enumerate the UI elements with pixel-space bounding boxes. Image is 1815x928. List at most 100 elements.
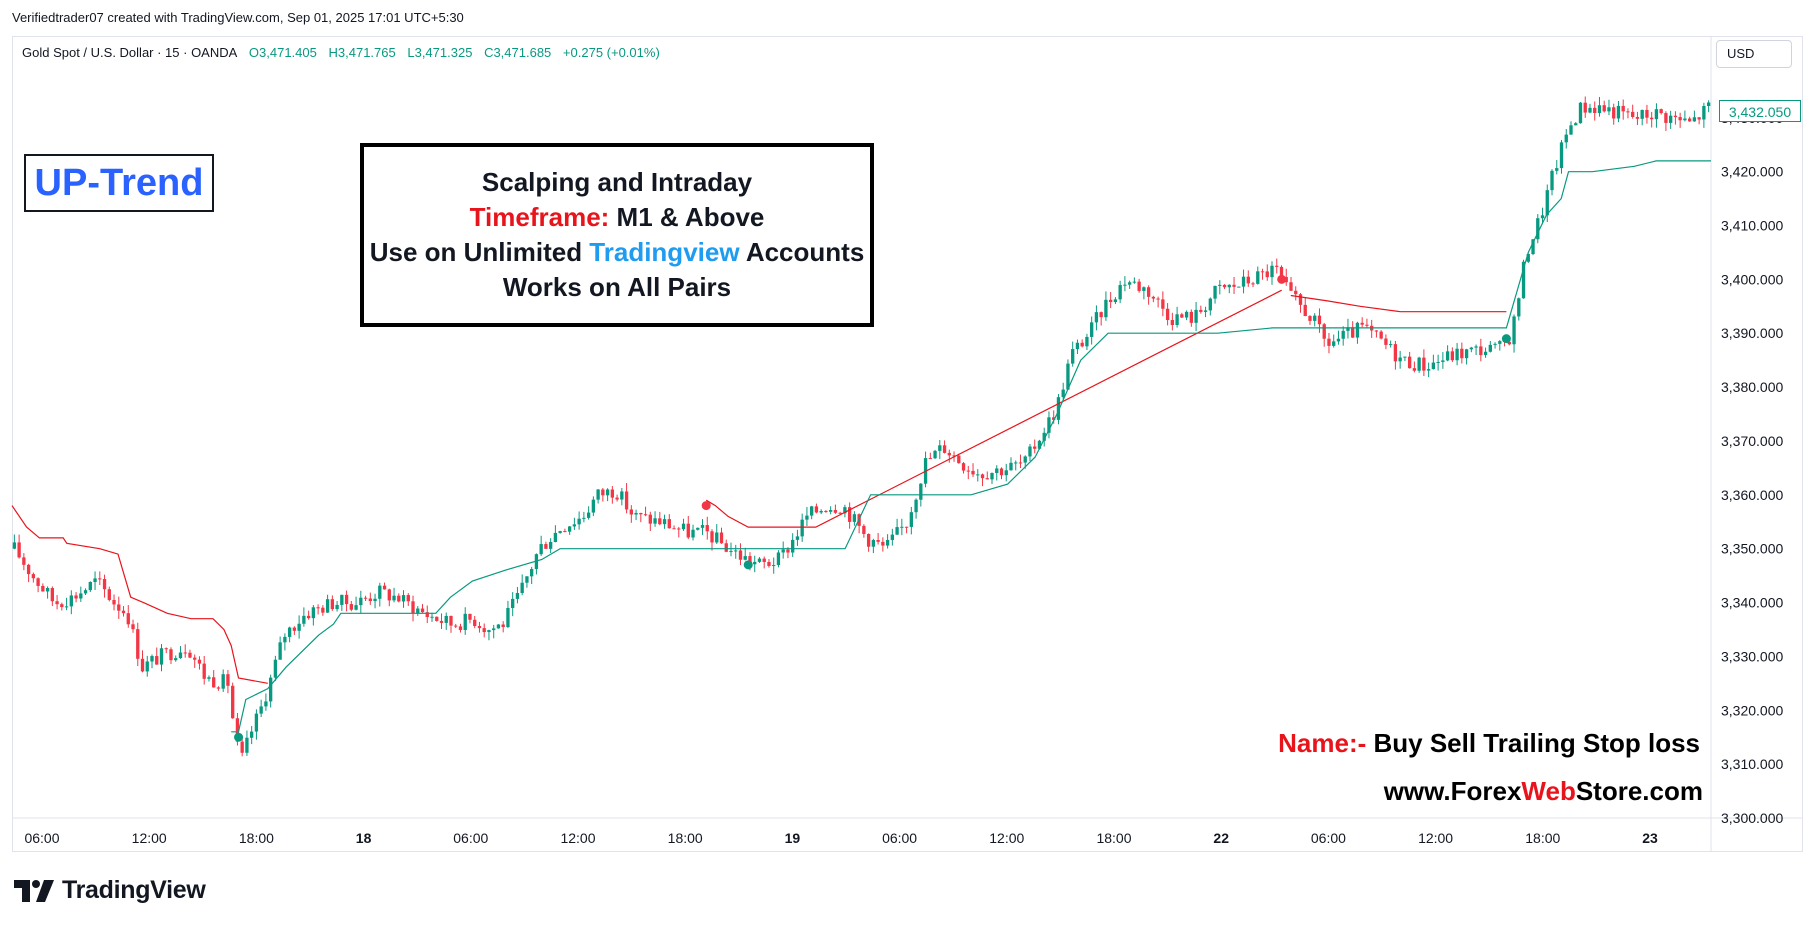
candle-body — [757, 558, 762, 562]
candle-body — [1588, 107, 1592, 113]
candle-body — [1469, 347, 1473, 350]
candle-body — [1241, 276, 1246, 287]
candle-body — [900, 526, 904, 528]
candle-body — [88, 582, 92, 591]
candle-body — [79, 593, 83, 599]
candle-body — [1507, 341, 1511, 345]
candle-body — [363, 597, 368, 599]
y-tick-label: 3,300.000 — [1721, 810, 1783, 826]
candle-body — [50, 588, 55, 602]
signal-dot — [1277, 274, 1287, 284]
candle-body — [411, 601, 415, 614]
candle-body — [183, 652, 187, 654]
low-value: L3,471.325 — [407, 45, 473, 60]
tradingview-word: Tradingview — [589, 237, 740, 267]
candle-body — [1222, 284, 1227, 288]
candle-body — [1346, 327, 1350, 331]
candle-body — [1251, 283, 1255, 285]
candle-body — [430, 616, 434, 618]
candle-body — [520, 582, 524, 593]
candle-body — [1080, 342, 1084, 347]
signal-dot — [743, 560, 753, 570]
trend-label: UP-Trend — [24, 154, 214, 212]
candle-body — [439, 620, 444, 623]
candle-body — [1531, 239, 1535, 255]
candle-body — [1393, 344, 1398, 362]
candle-body — [140, 658, 145, 672]
candle-body — [772, 565, 776, 567]
candle-body — [577, 518, 581, 525]
candle-body — [1132, 281, 1137, 283]
x-tick-label: 06:00 — [453, 830, 488, 846]
brand[interactable]: TradingView — [14, 876, 206, 905]
candle-body — [933, 450, 937, 459]
x-tick-label: 12:00 — [132, 830, 167, 846]
candle-body — [938, 445, 942, 451]
candle-body — [259, 706, 263, 714]
candle-body — [216, 687, 221, 689]
candle-body — [387, 589, 391, 601]
candle-body — [1555, 168, 1559, 171]
candle-body — [340, 594, 344, 605]
candle-body — [1123, 284, 1127, 286]
timeframe-value: M1 & Above — [609, 202, 765, 232]
candle-body — [449, 615, 453, 626]
info-line-4: Works on All Pairs — [502, 272, 732, 302]
candle-body — [1322, 324, 1326, 339]
candle-body — [1526, 254, 1530, 262]
candle-body — [558, 531, 562, 533]
candle-body — [74, 595, 78, 599]
candle-body — [1483, 351, 1488, 356]
candle-body — [976, 474, 980, 476]
x-tick-label: 18:00 — [668, 830, 703, 846]
candle-body — [1108, 299, 1113, 303]
y-tick-label: 3,310.000 — [1721, 756, 1783, 772]
candle-body — [1697, 117, 1701, 120]
candle-body — [1066, 363, 1070, 390]
candle-body — [1099, 312, 1103, 318]
candle-body — [800, 519, 804, 537]
candle-body — [1336, 338, 1341, 342]
candle-body — [762, 558, 766, 562]
info-line-2: Timeframe: M1 & Above — [364, 200, 870, 235]
y-tick-label: 3,390.000 — [1721, 325, 1783, 341]
symbol-title[interactable]: Gold Spot / U.S. Dollar · 15 · OANDA — [22, 45, 238, 60]
candle-body — [1398, 357, 1402, 362]
candle-body — [292, 627, 297, 631]
candle-body — [643, 514, 648, 516]
candle-body — [1156, 298, 1160, 300]
candle-body — [961, 463, 966, 471]
candle-body — [1246, 276, 1250, 284]
candle-body — [1460, 348, 1464, 359]
signal-dot — [701, 501, 711, 511]
candle-body — [1118, 285, 1122, 300]
candle-body — [1417, 357, 1421, 371]
candle-body — [548, 541, 553, 549]
candle-body — [1564, 134, 1568, 143]
candle-body — [553, 532, 558, 542]
candle-body — [615, 497, 619, 500]
candle-body — [1071, 349, 1075, 364]
candle-body — [843, 507, 847, 514]
candle-body — [1488, 344, 1492, 352]
candle-body — [1218, 284, 1222, 286]
candle-body — [1194, 309, 1198, 323]
candle-body — [126, 613, 130, 625]
candle-body — [525, 576, 529, 583]
candle-body — [1199, 309, 1203, 312]
currency-selector[interactable]: USD — [1716, 40, 1792, 68]
candle-body — [150, 656, 154, 662]
candle-body — [1441, 360, 1445, 362]
candle-body — [1256, 271, 1260, 284]
candle-body — [212, 677, 216, 688]
candle-body — [1270, 265, 1274, 278]
candle-body — [1090, 322, 1094, 337]
candle-body — [1426, 369, 1431, 371]
candle-body — [1706, 102, 1711, 107]
candle-body — [1517, 298, 1521, 317]
candle-body — [368, 598, 372, 602]
candle-body — [776, 552, 781, 566]
indicator-name: Name:- Buy Sell Trailing Stop loss — [1278, 728, 1700, 759]
candle-body — [511, 598, 515, 609]
